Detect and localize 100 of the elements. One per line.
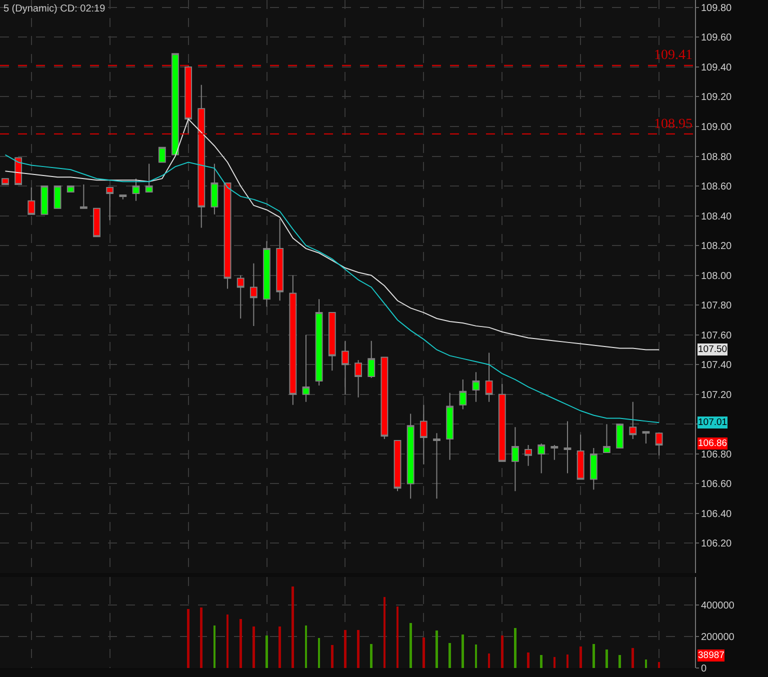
y-tick-label: 108.00 [701,270,732,282]
bar [344,630,346,668]
candlestick [642,431,650,444]
candlestick [394,440,402,492]
candlestick [446,392,454,460]
ref-line-label: 109.41 [654,48,692,63]
bar [540,655,543,668]
chart-title: 5 (Dynamic) CD: 02:19 [3,4,106,15]
candlestick [328,312,336,372]
bar [618,655,621,668]
y-tick-label: 107.40 [701,360,732,372]
candlestick [616,424,624,448]
bar [292,586,294,668]
candlestick [210,163,218,215]
bar [266,636,268,668]
candlestick [524,444,532,466]
y-tick-label: 108.20 [701,241,732,252]
y-tick-label: 109.00 [701,122,732,134]
y-tick-label: 0 [701,664,707,674]
candlestick [406,413,414,500]
candlestick [14,157,22,186]
bar [592,644,595,668]
bar [579,646,582,668]
candlestick [54,186,62,209]
bar [462,634,464,668]
candlestick [224,182,232,290]
candlestick [550,444,558,460]
bar [187,608,190,668]
candlestick [198,84,206,228]
y-tick-label: 106.20 [701,538,732,550]
y-tick-label: 400000 [701,600,735,612]
bar [357,630,360,668]
candlestick [236,274,244,319]
bar [370,644,373,668]
candlestick [250,262,258,326]
candlestick [472,372,480,402]
y-tick-label: 109.80 [701,2,732,14]
candlestick [368,340,376,379]
candlestick [263,240,270,308]
candlestick [119,194,127,200]
bar [448,643,451,668]
candlestick [93,208,100,238]
text: 106.86 [698,438,728,449]
candlestick [576,434,584,480]
candlestick [603,424,610,453]
y-tick-label: 108.80 [701,152,732,163]
bar [514,628,516,668]
y-tick-label: 109.20 [701,92,732,104]
candlestick [66,186,74,192]
y-tick-label: 109.60 [701,32,732,44]
candlestick [342,340,349,395]
bar [278,626,282,668]
candlestick [420,404,428,465]
bar [632,648,634,668]
bar [200,608,203,668]
text: 107.50 [698,344,728,355]
bar [436,630,438,668]
candlestick [40,186,48,215]
candlestick [498,383,506,462]
line-series [4,154,660,424]
text: 38987 [698,650,724,661]
candlestick [655,432,663,456]
y-tick-label: 106.40 [701,508,732,520]
bar [500,636,504,668]
candlestick [276,218,284,302]
candlestick [315,298,323,386]
y-tick-label: 108.40 [701,211,732,222]
ref-line-label: 108.95 [654,117,692,132]
y-tick-label: 200000 [701,632,735,644]
y-tick-label: 106.80 [701,449,732,460]
candlestick [158,146,166,163]
bar [330,645,334,668]
candlestick [2,178,9,186]
candlestick [629,401,637,440]
y-tick-label: 107.20 [701,390,732,401]
bar [409,623,412,668]
candlestick [512,426,519,492]
candlestick [564,420,572,474]
y-tick-label: 108.60 [701,182,732,193]
candlestick [132,178,140,202]
candlestick [354,360,362,398]
bar [252,626,255,668]
y-tick-label: 107.80 [701,300,732,312]
candlestick [538,443,546,474]
text: 107.01 [698,417,728,428]
candlestick [289,274,297,406]
candlestick [485,352,493,402]
candlestick [80,184,88,209]
candlestick [459,379,467,410]
candlestick [590,447,598,490]
candlestick [28,187,36,215]
bar [527,652,530,668]
candlestick [145,163,153,192]
y-tick-label: 107.60 [701,330,732,342]
y-tick-label: 109.40 [701,62,732,74]
candlestick [172,53,179,156]
bar [239,619,242,668]
y-tick-label: 106.60 [701,479,732,490]
bar [606,650,608,668]
candlestick [380,356,388,440]
